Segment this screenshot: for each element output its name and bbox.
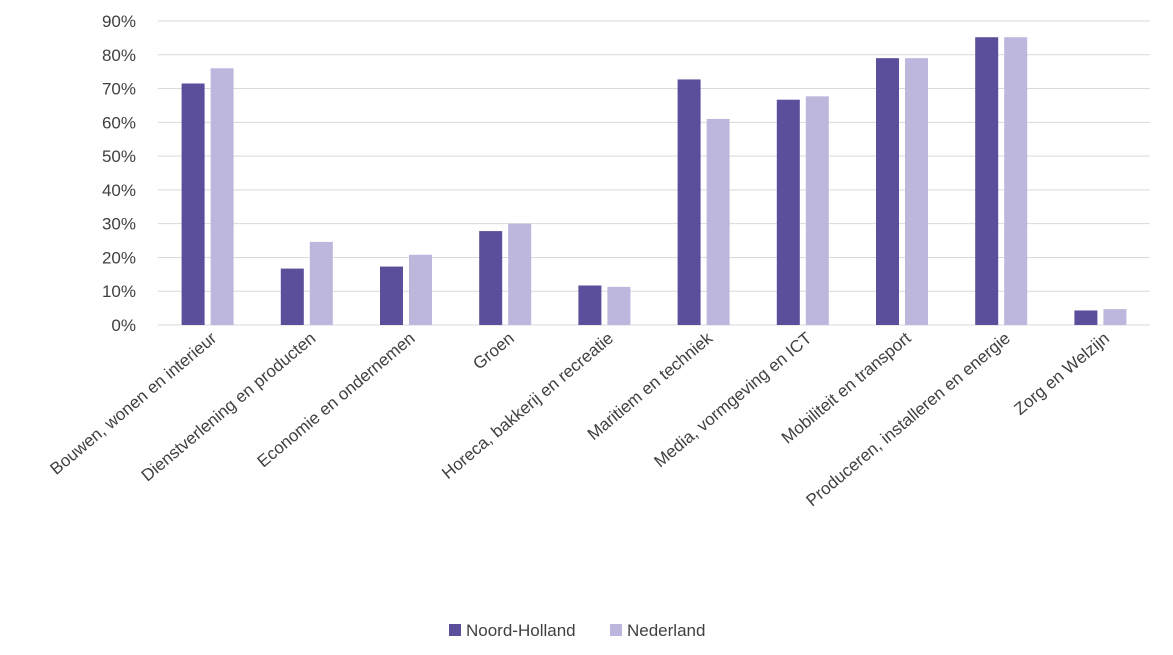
legend: Noord-Holland Nederland: [449, 621, 705, 640]
bar-noord-holland-bouwen-wonen-en-interieur: [181, 83, 205, 325]
x-axis-category-labels: Bouwen, wonen en interieurDienstverlenin…: [47, 328, 1113, 510]
x-category-label: Economie en ondernemen: [254, 329, 419, 472]
bar-noord-holland-produceren-installeren-en-energie: [975, 37, 999, 326]
bar-nederland-groen: [508, 223, 532, 325]
x-category-label: Produceren, installeren en energie: [802, 329, 1013, 511]
bar-nederland-bouwen-wonen-en-interieur: [210, 68, 234, 326]
y-tick-label: 70%: [102, 80, 136, 99]
bars: [181, 37, 1127, 326]
legend-label-noord-holland: Noord-Holland: [466, 621, 576, 640]
bar-nederland-economie-en-ondernemen: [409, 254, 432, 325]
bar-noord-holland-zorg-en-welzijn: [1074, 310, 1098, 325]
bar-nederland-mobiliteit-en-transport: [905, 58, 928, 326]
y-tick-label: 30%: [102, 215, 136, 234]
x-category-label: Zorg en Welzijn: [1011, 329, 1113, 419]
legend-swatch-nederland: [610, 624, 622, 636]
y-tick-label: 0%: [111, 316, 136, 335]
bar-noord-holland-dienstverlening-en-producten: [280, 268, 304, 325]
y-tick-label: 20%: [102, 248, 136, 267]
legend-label-nederland: Nederland: [627, 621, 705, 640]
bar-nederland-dienstverlening-en-producten: [309, 241, 333, 325]
bar-noord-holland-media-vormgeving-en-ict: [776, 99, 800, 325]
y-tick-label: 80%: [102, 46, 136, 65]
bar-nederland-media-vormgeving-en-ict: [805, 96, 829, 325]
y-tick-label: 10%: [102, 282, 136, 301]
y-tick-label: 50%: [102, 147, 136, 166]
bar-noord-holland-mobiliteit-en-transport: [876, 58, 899, 326]
bar-nederland-produceren-installeren-en-energie: [1004, 37, 1028, 326]
y-tick-label: 40%: [102, 181, 136, 200]
x-category-label: Horeca, bakkerij en recreatie: [438, 329, 617, 483]
bar-noord-holland-maritiem-en-techniek: [677, 79, 701, 326]
bar-noord-holland-horeca-bakkerij-en-recreatie: [578, 285, 602, 325]
y-tick-label: 90%: [102, 12, 136, 31]
bar-noord-holland-economie-en-ondernemen: [380, 266, 403, 325]
x-category-label: Groen: [469, 329, 517, 374]
x-category-label: Media, vormgeving en ICT: [650, 329, 815, 472]
y-tick-label: 60%: [102, 113, 136, 132]
gridlines: [158, 20, 1150, 326]
bar-noord-holland-groen: [479, 231, 503, 325]
bar-nederland-maritiem-en-techniek: [706, 118, 730, 325]
y-axis-tick-labels: 0% 10% 20% 30% 40% 50% 60% 70% 80% 90%: [102, 12, 136, 335]
bar-nederland-horeca-bakkerij-en-recreatie: [607, 286, 631, 325]
x-category-label: Bouwen, wonen en interieur: [47, 328, 221, 478]
legend-swatch-noord-holland: [449, 624, 461, 636]
x-category-label: Dienstverlening en producten: [138, 329, 320, 486]
bar-nederland-zorg-en-welzijn: [1103, 309, 1127, 325]
